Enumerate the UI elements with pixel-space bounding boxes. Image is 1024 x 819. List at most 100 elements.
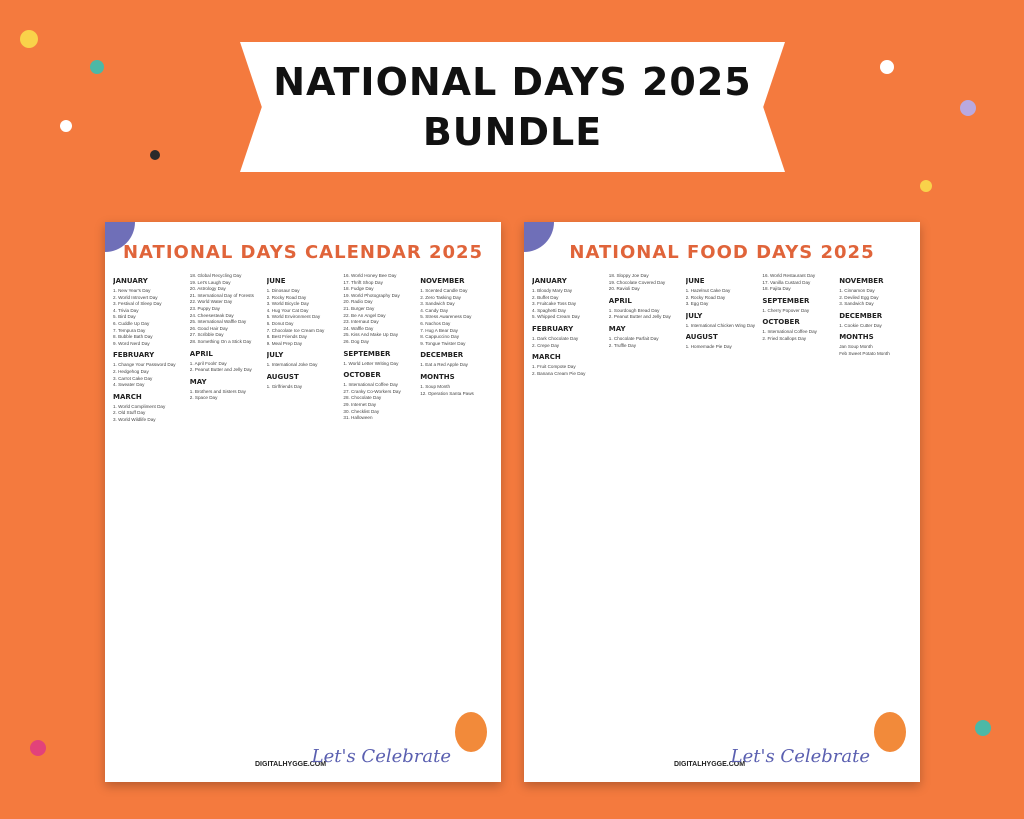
day-item: 1. New Year's Day <box>113 288 151 293</box>
day-item: 2. Fried Scallops Day <box>762 335 807 341</box>
month-heading: MAY <box>608 324 626 333</box>
day-item: 8. Bubble Bath Day <box>113 334 153 340</box>
day-item: 18. Fudge Day <box>343 286 374 292</box>
day-item: 2. Peanut Butter and Jelly Day <box>189 367 252 373</box>
month-heading: OCTOBER <box>762 318 800 327</box>
column: JUNE 1. Dinosaur Day 2. Rocky Road Day 3. W… <box>267 273 340 743</box>
day-item: 1. International Coffee Day <box>343 382 398 388</box>
day-item: 1. International Chicken Wing Day <box>685 322 756 328</box>
column: JANUARY 1. New Year's Day 2. World Introve… <box>113 273 186 743</box>
celebrate-script: Let's Celebrate <box>730 746 870 767</box>
day-item: 21. Burger Day <box>343 305 375 311</box>
day-item: 1. Fruit Compote Day <box>532 364 576 370</box>
month-heading: NOVEMBER <box>839 277 884 285</box>
day-item: 1. Eat a Red Apple Day <box>420 362 468 368</box>
day-item: 16. World Honey Bee Day <box>343 273 397 278</box>
month-heading: MARCH <box>113 392 142 401</box>
day-item: 7. Tempura Day <box>113 327 146 333</box>
month-heading: FEBRUARY <box>532 324 574 333</box>
day-item: 28. Chocolate Day <box>343 395 382 401</box>
day-item: 22. Be An Angel Day <box>343 312 386 318</box>
month-heading: SEPTEMBER <box>343 349 391 358</box>
month-heading: AUGUST <box>685 333 718 342</box>
day-item: Jan Soup Month <box>839 344 873 350</box>
day-item: 1. Cookie Cutter Day <box>839 322 882 328</box>
column: 16. World Restaurant Day 17. Vanilla Cust… <box>762 273 835 743</box>
day-item: 26. Dog Day <box>343 338 369 344</box>
day-item: 18. Sloppy Joe Day <box>608 273 649 278</box>
day-item: 2. Space Day <box>189 395 218 401</box>
month-heading: SEPTEMBER <box>762 296 810 305</box>
day-item: 3. World Wildlife Day <box>113 416 156 422</box>
month-heading: MARCH <box>532 353 561 362</box>
page-title: NATIONAL FOOD DAYS 2025 <box>569 242 875 263</box>
day-item: 7. Hug A Bear Day <box>420 327 458 333</box>
day-item: 1. Homemade Pie Day <box>685 344 732 350</box>
day-item: 30. Checklist Day <box>343 408 380 414</box>
balloon-icon <box>874 712 906 752</box>
day-item: 12. Operation Santa Paws <box>420 390 474 396</box>
calendar-page-national-days: NATIONAL DAYS CALENDAR 2025 JANUARY 1. Ne… <box>105 222 501 782</box>
day-item: Feb Sweet Potato Month <box>839 350 890 356</box>
day-item: 8. Best Friends Day <box>266 334 307 340</box>
day-item: 8. Cappuccino Day <box>420 334 460 340</box>
day-item: 1. Cinnamon Day <box>839 288 875 293</box>
day-item: 2. Deviled Egg Day <box>839 294 879 300</box>
day-item: 1. Cherry Popover Day <box>762 307 810 313</box>
banner-title-line2: BUNDLE <box>422 110 603 154</box>
month-heading: JULY <box>266 351 284 360</box>
month-heading: DECEMBER <box>420 351 464 360</box>
day-item: 17. Thrift Shop Day <box>343 279 383 285</box>
month-heading: NOVEMBER <box>420 277 465 285</box>
day-item: 3. Egg Day <box>685 301 709 307</box>
month-heading: FEBRUARY <box>113 351 155 360</box>
column: 16. World Honey Bee Day 17. Thrift Shop D… <box>343 273 416 743</box>
calendar-page-food-days: NATIONAL FOOD DAYS 2025 JANUARY 1. Bloody… <box>524 222 920 782</box>
day-item: 5. Whipped Cream Day <box>532 314 580 320</box>
banner-title-line1: NATIONAL DAYS 2025 <box>273 60 752 104</box>
day-item: 27. Scribble Day <box>189 332 224 338</box>
column: NOVEMBER 1. Cinnamon Day 2. Deviled Egg Da… <box>839 273 912 743</box>
day-item: 16. World Restaurant Day <box>762 273 816 278</box>
day-item: 29. Internet Day <box>343 401 377 407</box>
footer-website: DIGITALHYGGE.COM <box>674 761 746 768</box>
day-item: 3. Sandwich Day <box>839 301 874 307</box>
month-heading: MONTHS <box>839 333 874 342</box>
columns: JANUARY 1. New Year's Day 2. World Introve… <box>113 273 493 743</box>
balloon-icon <box>455 712 487 752</box>
day-item: 25. Kiss And Make Up Day <box>343 332 399 338</box>
day-item: 1. Dinosaur Day <box>266 288 300 293</box>
day-item: 2. World Introvert Day <box>113 294 158 300</box>
day-item: 1. World Compliment Day <box>113 403 166 409</box>
day-item: 9. Meal Prep Day <box>266 340 303 346</box>
day-item: 1. Brothers and Sisters Day <box>189 388 246 394</box>
day-item: 3. Sandwich Day <box>420 301 455 307</box>
day-item: 1. Girlfriends Day <box>266 383 303 389</box>
day-item: 4. Hug Your Cat Day <box>266 307 309 313</box>
day-item: 1. World Letter Writing Day <box>343 360 399 366</box>
month-heading: OCTOBER <box>343 371 381 380</box>
day-item: 26. Good Hair Day <box>189 325 228 331</box>
day-item: 19. Chocolate Covered Day <box>608 279 666 285</box>
day-item: 28. Something On a Stick Day <box>189 338 252 344</box>
day-item: 19. World Photography Day <box>343 292 400 298</box>
day-item: 1. Sourdough Bread Day <box>608 307 660 313</box>
day-item: 3. Festival of Sleep Day <box>113 301 162 307</box>
day-item: 9. Tongue Twister Day <box>420 340 466 346</box>
day-item: 2. Peanut Butter and Jelly Day <box>608 314 671 320</box>
day-item: 27. Cranky Co-Workers Day <box>343 388 401 394</box>
column: JUNE 1. Hazelnut Cake Day 2. Rocky Road Da… <box>686 273 759 743</box>
month-heading: MAY <box>189 377 207 386</box>
day-item: 1. Scented Candle Day <box>420 288 468 293</box>
column: NOVEMBER 1. Scented Candle Day 2. Zero Tas… <box>420 273 493 743</box>
day-item: 1. Bloody Mary Day <box>532 288 573 293</box>
day-item: 24. Waffle Day <box>343 325 374 331</box>
day-item: 3. Fruitcake Toss Day <box>532 301 577 307</box>
day-item: 22. World Water Day <box>189 299 233 305</box>
day-item: 19. Let's Laugh Day <box>189 279 231 285</box>
day-item: 3. World Bicycle Day <box>266 301 309 307</box>
day-item: 3. Carrot Cake Day <box>113 375 153 381</box>
day-item: 1. International Coffee Day <box>762 329 817 335</box>
day-item: 7. Chocolate Ice Cream Day <box>266 327 325 333</box>
day-item: 21. International Day of Forests <box>189 292 254 298</box>
